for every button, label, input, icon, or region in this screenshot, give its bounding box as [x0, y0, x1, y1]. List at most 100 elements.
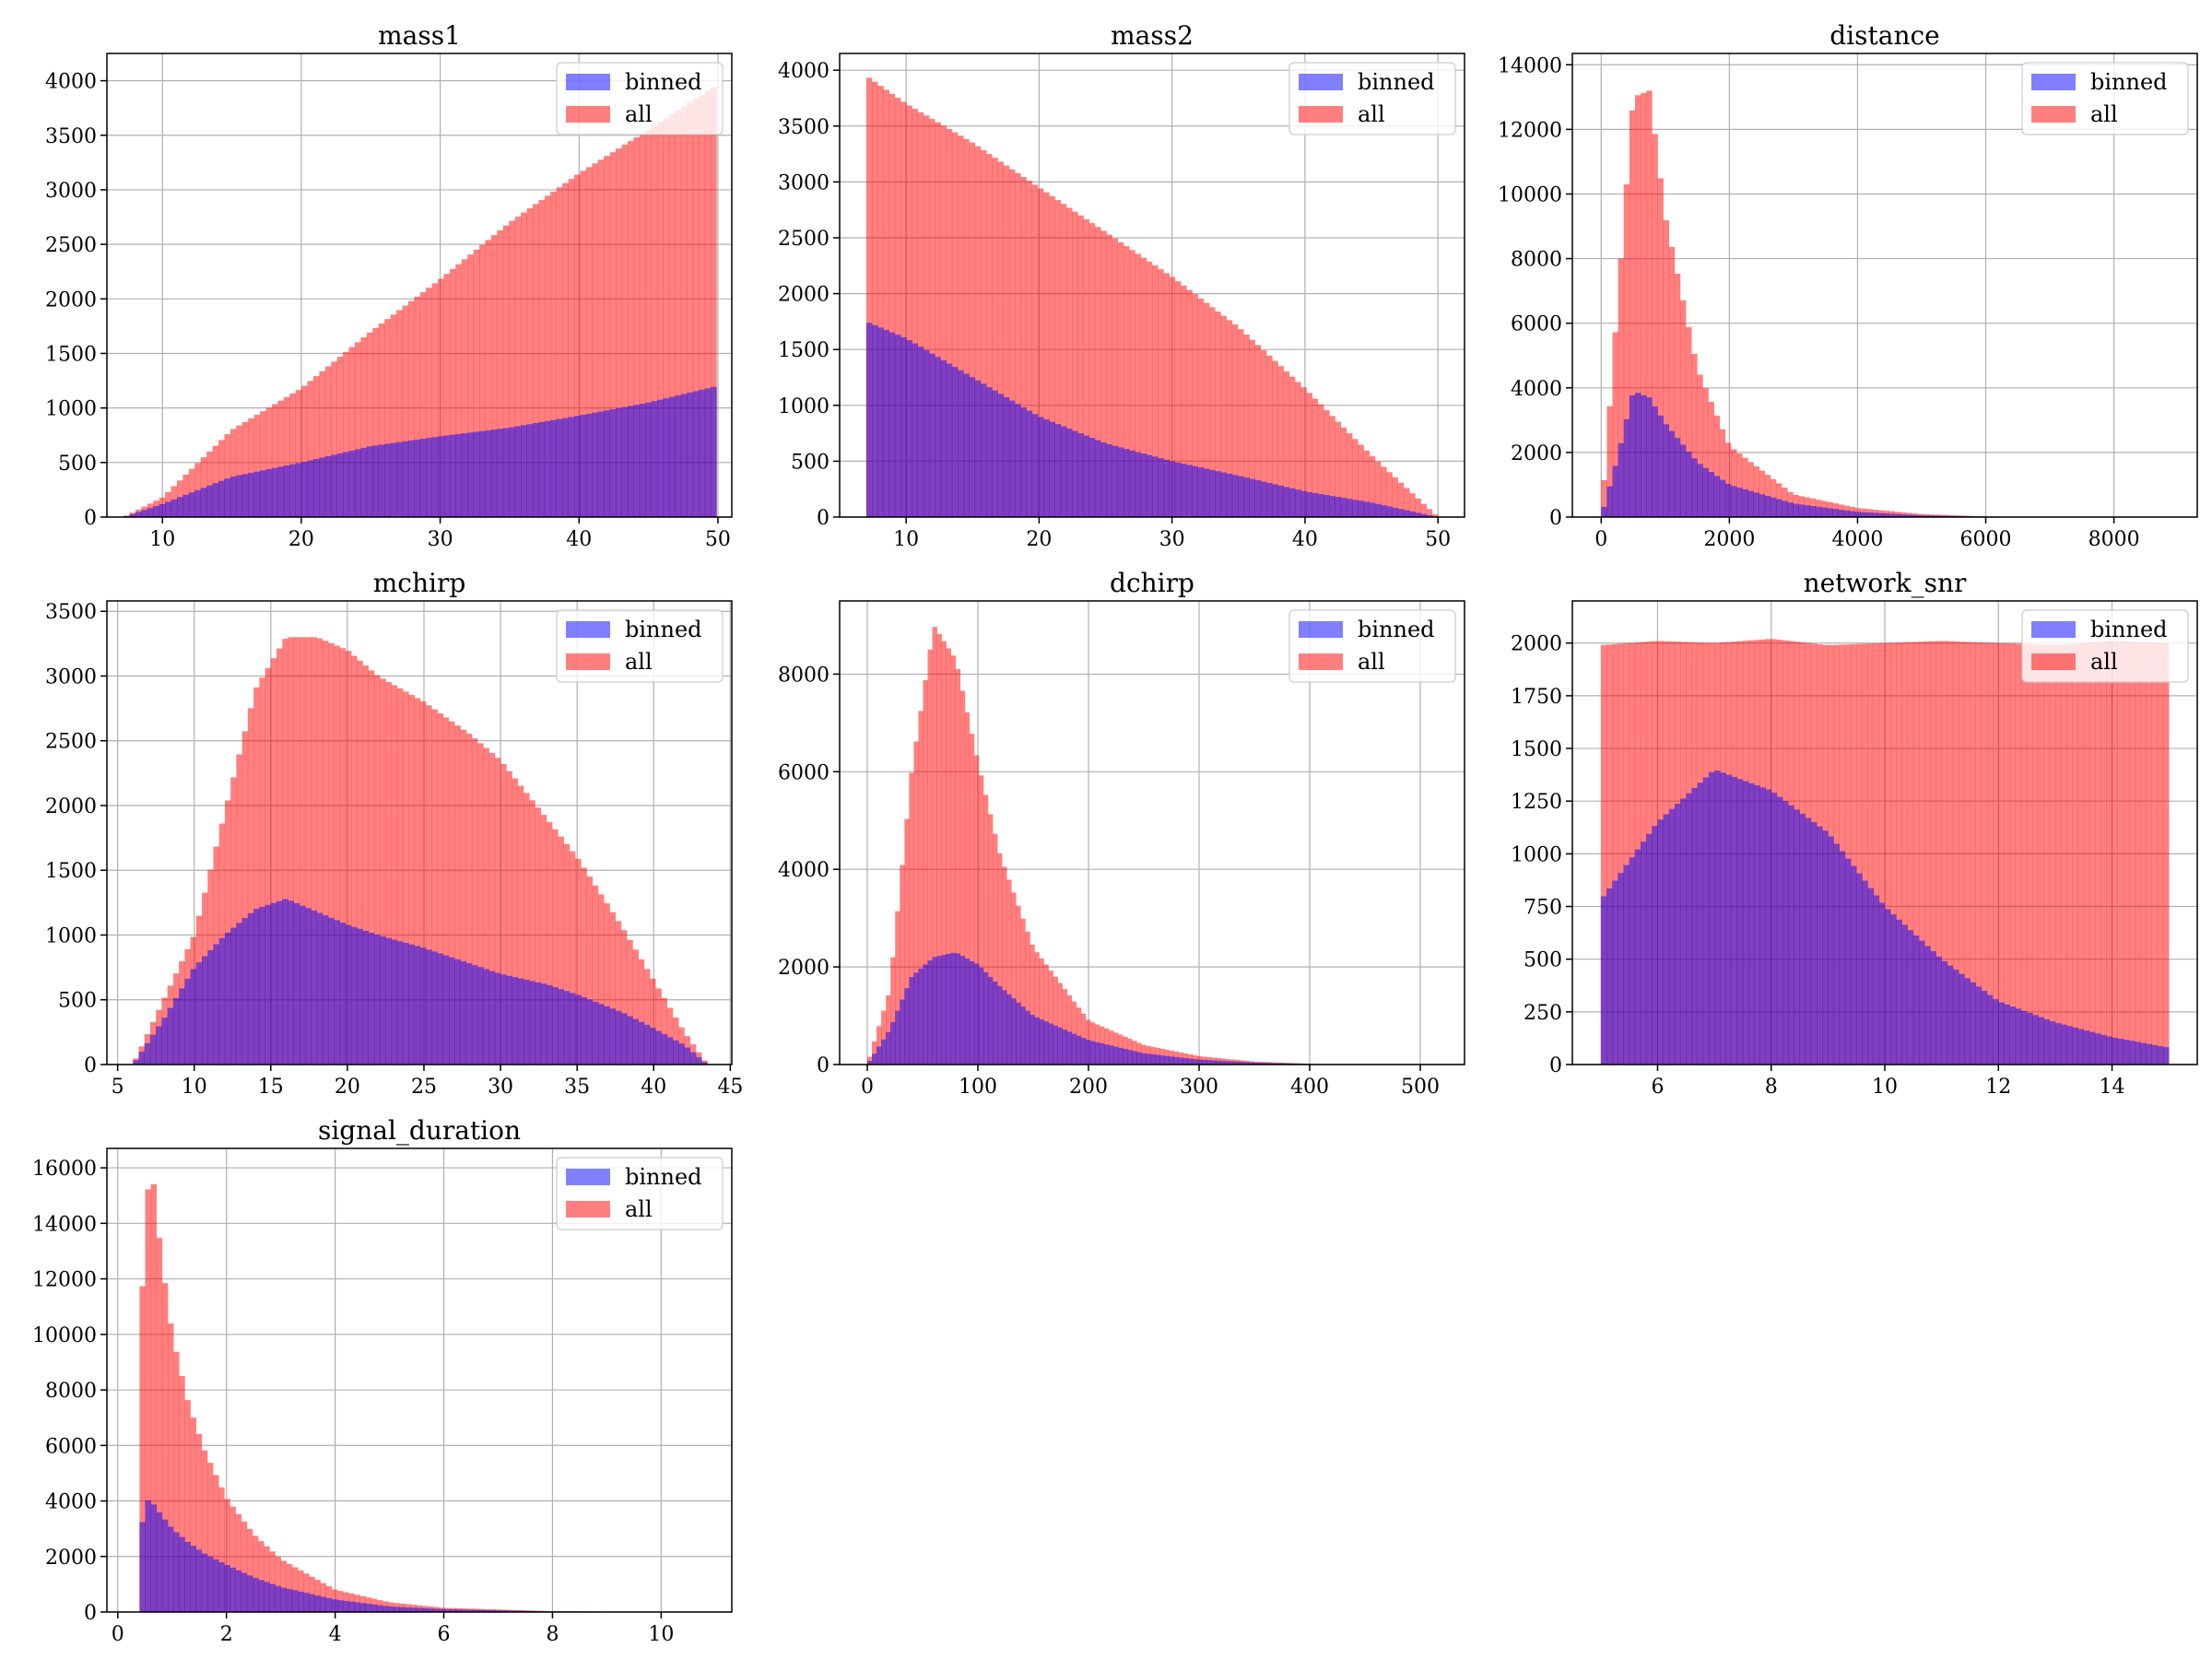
hist-bar: [497, 229, 504, 517]
hist-bar: [283, 396, 290, 517]
y-tick-label: 12000: [1498, 119, 1562, 142]
series-all: [139, 1183, 705, 1612]
hist-bar: [490, 235, 498, 517]
hist-bar: [156, 1026, 162, 1065]
hist-bar: [1220, 1061, 1226, 1065]
hist-bar: [295, 463, 302, 517]
hist-bar: [1374, 503, 1382, 517]
hist-bar: [1724, 483, 1732, 517]
hist-bar: [710, 87, 717, 517]
hist-bar: [431, 951, 438, 1065]
hist-bar: [1065, 207, 1073, 518]
hist-bar: [1606, 888, 1613, 1065]
y-tick-label: 8000: [778, 664, 830, 687]
hist-bar: [550, 191, 558, 517]
hist-bar: [201, 1450, 208, 1612]
legend-swatch: [566, 1169, 610, 1185]
hist-bar: [405, 1607, 411, 1612]
x-tick-label: 30: [488, 1076, 513, 1099]
hist-bar: [912, 343, 918, 517]
hist-bar: [372, 445, 380, 517]
hist-bar: [1901, 924, 1908, 1065]
hist-bar: [182, 494, 190, 517]
legend-label: binned: [1358, 69, 1435, 95]
hist-bar: [173, 1351, 180, 1612]
y-tick-label: 2000: [1511, 633, 1562, 656]
hist-bar: [1266, 355, 1273, 517]
hist-bar: [172, 997, 180, 1065]
hist-bar: [650, 978, 656, 1065]
subplot-title: mchirp: [373, 568, 466, 598]
hist-bar: [1249, 478, 1255, 517]
hist-bar: [1043, 964, 1049, 1065]
hist-bar: [1181, 285, 1187, 517]
hist-bar: [407, 300, 415, 517]
hist-bar: [680, 106, 688, 517]
hist-bar: [927, 960, 933, 1065]
subplot-dchirp: 0 100 200 300 400 500 0 2000 4000 6000 8000 dchirp b…: [778, 568, 1465, 1099]
hist-bar: [941, 641, 947, 1065]
hist-bar: [1409, 493, 1416, 517]
hist-bar: [524, 979, 530, 1065]
hist-bar: [1787, 502, 1794, 517]
hist-bar: [2009, 643, 2017, 1065]
hist-bar: [184, 1400, 191, 1612]
hist-bar: [129, 513, 136, 517]
hist-bar: [1011, 892, 1017, 1065]
hist-bar: [1420, 513, 1428, 517]
hist-bar: [1076, 1035, 1082, 1065]
hist-bar: [259, 906, 265, 1065]
hist-bar: [1856, 873, 1863, 1065]
hist-bar: [408, 694, 415, 1065]
hist-bar: [438, 278, 444, 517]
y-tick-label: 2500: [45, 234, 97, 257]
hist-bar: [1238, 476, 1244, 517]
hist-bar: [230, 777, 237, 1065]
hist-bar: [1629, 857, 1636, 1065]
hist-bar: [280, 1587, 288, 1612]
hist-bar: [1071, 1033, 1077, 1065]
hist-bar: [1306, 491, 1312, 517]
legend: binned all: [1288, 609, 1456, 683]
hist-bar: [2066, 1026, 2073, 1065]
x-tick-label: 0: [112, 1623, 124, 1646]
hist-bar: [872, 1053, 877, 1065]
hist-bar: [368, 933, 375, 1065]
hist-bar: [2072, 1027, 2078, 1065]
subplot-title: signal_duration: [318, 1115, 521, 1146]
legend: binned all: [556, 1157, 724, 1230]
hist-bar: [1158, 269, 1164, 517]
hist-bar: [609, 1008, 617, 1065]
hist-bar: [410, 1607, 418, 1612]
hist-bar: [506, 1610, 513, 1612]
hist-bar: [1691, 458, 1698, 517]
hist-bar: [190, 969, 197, 1065]
hist-bar: [1187, 1058, 1194, 1065]
hist-bar: [213, 1475, 219, 1612]
hist-bar: [288, 637, 295, 1065]
hist-bar: [1930, 951, 1936, 1065]
hist-bar: [699, 94, 705, 518]
hist-bar: [616, 148, 622, 517]
hist-bar: [532, 204, 539, 517]
x-tick-label: 10: [1872, 1076, 1898, 1099]
y-tick-label: 0: [1549, 1054, 1562, 1077]
hist-bar: [316, 912, 324, 1065]
hist-bar: [265, 667, 272, 1065]
x-tick-label: 4: [329, 1623, 342, 1646]
y-tick-label: 500: [58, 990, 97, 1013]
y-tick-label: 500: [58, 453, 97, 476]
hist-bar: [286, 1589, 293, 1612]
y-tick-label: 4000: [45, 1491, 97, 1514]
hist-bar: [1123, 1048, 1128, 1065]
hist-bar: [964, 712, 971, 1065]
hist-bar: [1037, 188, 1044, 518]
series-binned: [124, 386, 717, 517]
hist-bar: [1964, 641, 1971, 1065]
hist-bar: [390, 442, 397, 517]
hist-bar: [529, 981, 535, 1065]
hist-bar: [1030, 1015, 1035, 1065]
hist-bar: [1039, 1019, 1044, 1065]
hist-bar: [1346, 499, 1353, 517]
hist-bar: [627, 406, 634, 517]
